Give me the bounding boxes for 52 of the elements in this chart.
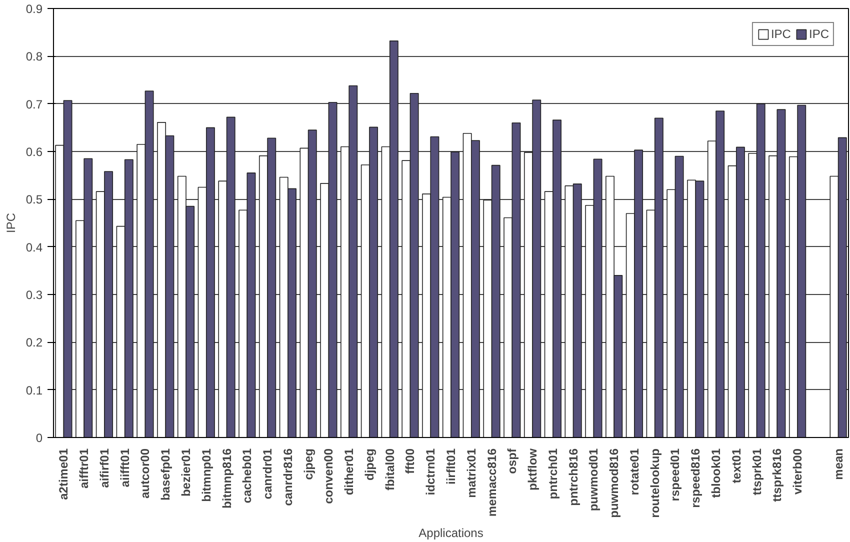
- y-tick-label: 0.9: [26, 2, 43, 16]
- y-tick-label: 0.3: [26, 288, 43, 302]
- x-tick-label: text01: [729, 448, 744, 484]
- y-tick-label: 0.7: [26, 97, 43, 112]
- x-tick-label: ttsprk01: [750, 448, 764, 496]
- y-tick-label: 0.4: [26, 240, 43, 254]
- x-tick-label: matrix01: [464, 448, 478, 498]
- x-tick-label: viterb00: [790, 448, 805, 495]
- y-tick-label: 0.2: [26, 336, 43, 350]
- x-tick-label: aifftr01: [77, 448, 92, 489]
- x-tick-label: fbital00: [382, 448, 397, 491]
- y-tick-label: 0.5: [26, 192, 43, 207]
- x-tick-label: bitmnp816: [220, 448, 234, 509]
- x-tick-label: rotate01: [627, 448, 642, 496]
- x-tick-label: routelookup: [648, 448, 662, 518]
- x-tick-label: idctrn01: [424, 448, 438, 496]
- x-tick-label: canrdr01: [260, 448, 275, 500]
- x-tick-label: bitmnp01: [199, 448, 214, 502]
- y-tick-label: 0.6: [26, 145, 43, 159]
- x-tick-label: autcor00: [138, 448, 152, 499]
- x-tick-label: rspeed01: [668, 448, 682, 502]
- x-tick-label: ttsprk816: [770, 448, 784, 502]
- x-tick-label: aiifft01: [118, 448, 132, 488]
- x-tick-label: a2time01: [56, 448, 71, 500]
- x-tick-label: bezier01: [179, 448, 193, 497]
- x-tick-label: mean: [831, 448, 846, 480]
- x-tick-label: rspeed816: [688, 448, 703, 508]
- x-tick-label: pktflow: [526, 448, 540, 490]
- y-axis-title: IPC: [4, 212, 18, 233]
- legend-label: IPC: [808, 27, 829, 41]
- x-tick-label: tblook01: [709, 448, 723, 498]
- x-tick-label: cjpeg: [301, 448, 316, 480]
- x-tick-label: aifirf01: [97, 448, 112, 488]
- x-tick-label: puwmod816: [607, 448, 622, 518]
- x-tick-label: pntrch01: [546, 448, 560, 500]
- y-tick-label: 0.8: [26, 50, 43, 64]
- x-tick-label: conven00: [322, 448, 336, 504]
- y-tick-label: 0.1: [26, 383, 43, 398]
- x-tick-label: iirflt01: [444, 448, 458, 485]
- x-tick-label: memacc816: [484, 448, 499, 517]
- x-tick-label: pntrch816: [566, 448, 580, 506]
- x-tick-label: fft00: [403, 448, 418, 474]
- x-tick-label: puwmod01: [586, 448, 601, 512]
- x-tick-label: dither01: [342, 448, 356, 496]
- x-tick-label: ospf: [505, 447, 520, 474]
- x-tick-label: basefp01: [158, 448, 173, 501]
- y-tick-label: 0: [36, 431, 43, 445]
- legend-label: IPC: [770, 27, 791, 41]
- x-axis-title: Applications: [418, 526, 484, 540]
- x-tick-label: canrdr816: [280, 448, 295, 506]
- x-tick-label: djpeg: [362, 448, 376, 480]
- x-tick-label: cacheb01: [240, 448, 254, 504]
